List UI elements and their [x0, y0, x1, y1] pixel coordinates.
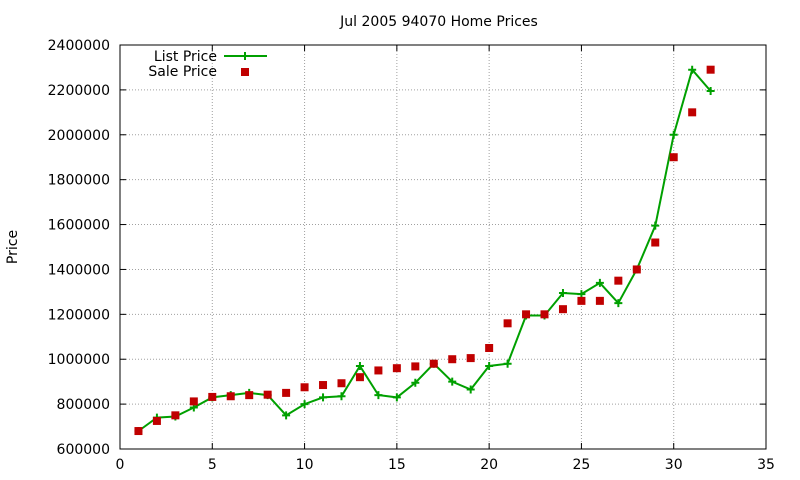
y-axis-label: Price: [5, 230, 21, 264]
sale-price-point: [448, 355, 457, 364]
y-tick-label: 2200000: [48, 83, 110, 99]
legend-marker-sale-price: [241, 68, 249, 76]
sale-price-point: [669, 153, 678, 162]
sale-price-point: [263, 390, 272, 399]
x-tick-label: 20: [480, 457, 498, 473]
sale-price-point: [282, 388, 291, 397]
y-tick-label: 800000: [57, 397, 110, 413]
y-tick-label: 1800000: [48, 173, 110, 189]
list-price-point: [503, 359, 512, 368]
sale-price-point: [392, 364, 401, 373]
list-price-point: [466, 385, 475, 394]
list-price-line: [137, 67, 712, 432]
legend-marker-list-price: [241, 52, 249, 60]
list-price-point: [374, 391, 383, 400]
y-tick-label: 1200000: [48, 307, 110, 323]
sale-price-point: [632, 265, 641, 274]
series-layer: [134, 65, 715, 436]
list-price-point: [485, 361, 494, 370]
sale-price-point: [337, 379, 346, 388]
sale-price-point: [374, 366, 383, 375]
legend-label-list-price: List Price: [154, 49, 217, 65]
x-tick-label: 30: [665, 457, 683, 473]
sale-price-point: [706, 65, 715, 74]
list-price-point: [448, 377, 457, 386]
y-tick-label: 1600000: [48, 218, 110, 234]
sale-price-point: [577, 296, 586, 305]
sale-price-point: [466, 354, 475, 363]
x-axis-ticks: 0 5 10 15 20 25 30 35: [116, 45, 775, 473]
list-price-point: [651, 221, 660, 230]
list-price-point: [355, 361, 364, 370]
list-price-point: [688, 65, 697, 74]
y-tick-label: 2000000: [48, 128, 110, 144]
y-tick-label: 2400000: [48, 38, 110, 54]
x-tick-label: 0: [116, 457, 125, 473]
sale-price-point: [171, 411, 180, 420]
sale-price-point: [411, 362, 420, 371]
grid-lines: [120, 45, 766, 449]
plot-frame: [119, 44, 767, 450]
x-tick-label: 35: [757, 457, 775, 473]
y-tick-label: 600000: [57, 442, 110, 458]
sale-price-point: [503, 319, 512, 328]
sale-price-point: [614, 276, 623, 285]
list-price-point: [319, 393, 328, 402]
y-axis-ticks: 600000 800000 1000000 1200000 1400000 1600000…: [48, 38, 766, 458]
x-tick-label: 5: [208, 457, 217, 473]
sale-price-point: [319, 381, 328, 390]
list-price-point: [706, 87, 715, 96]
sale-price-point: [485, 344, 494, 352]
x-tick-label: 25: [573, 457, 591, 473]
sale-price-point: [522, 310, 531, 319]
list-price-point: [669, 130, 678, 139]
sale-price-point: [300, 383, 309, 392]
list-price-point: [577, 290, 586, 299]
sale-price-point: [540, 310, 549, 319]
sale-price-point: [558, 305, 567, 314]
sale-price-point: [134, 427, 143, 436]
x-tick-label: 15: [388, 457, 406, 473]
x-tick-label: 10: [296, 457, 314, 473]
list-price-point: [595, 278, 604, 287]
sale-price-point: [245, 391, 254, 400]
list-price-point: [337, 392, 346, 401]
sale-price-point: [208, 392, 217, 401]
list-price-point: [300, 400, 309, 409]
sale-price-point: [189, 397, 198, 406]
list-price-point: [411, 378, 420, 387]
list-price-point: [282, 411, 291, 420]
sale-price-point: [688, 108, 697, 117]
list-price-point: [614, 299, 623, 308]
sale-price-point: [651, 238, 660, 247]
chart-title: Jul 2005 94070 Home Prices: [339, 14, 538, 30]
sale-price-point: [355, 373, 364, 382]
sale-price-point: [429, 359, 438, 368]
y-tick-label: 1400000: [48, 262, 110, 278]
sale-price-point: [152, 416, 161, 425]
list-price-point: [558, 289, 567, 298]
legend-label-sale-price: Sale Price: [148, 64, 217, 80]
sale-price-point: [595, 296, 604, 305]
list-price-point: [392, 393, 401, 402]
y-tick-label: 1000000: [48, 352, 110, 368]
sale-price-point: [226, 392, 235, 401]
